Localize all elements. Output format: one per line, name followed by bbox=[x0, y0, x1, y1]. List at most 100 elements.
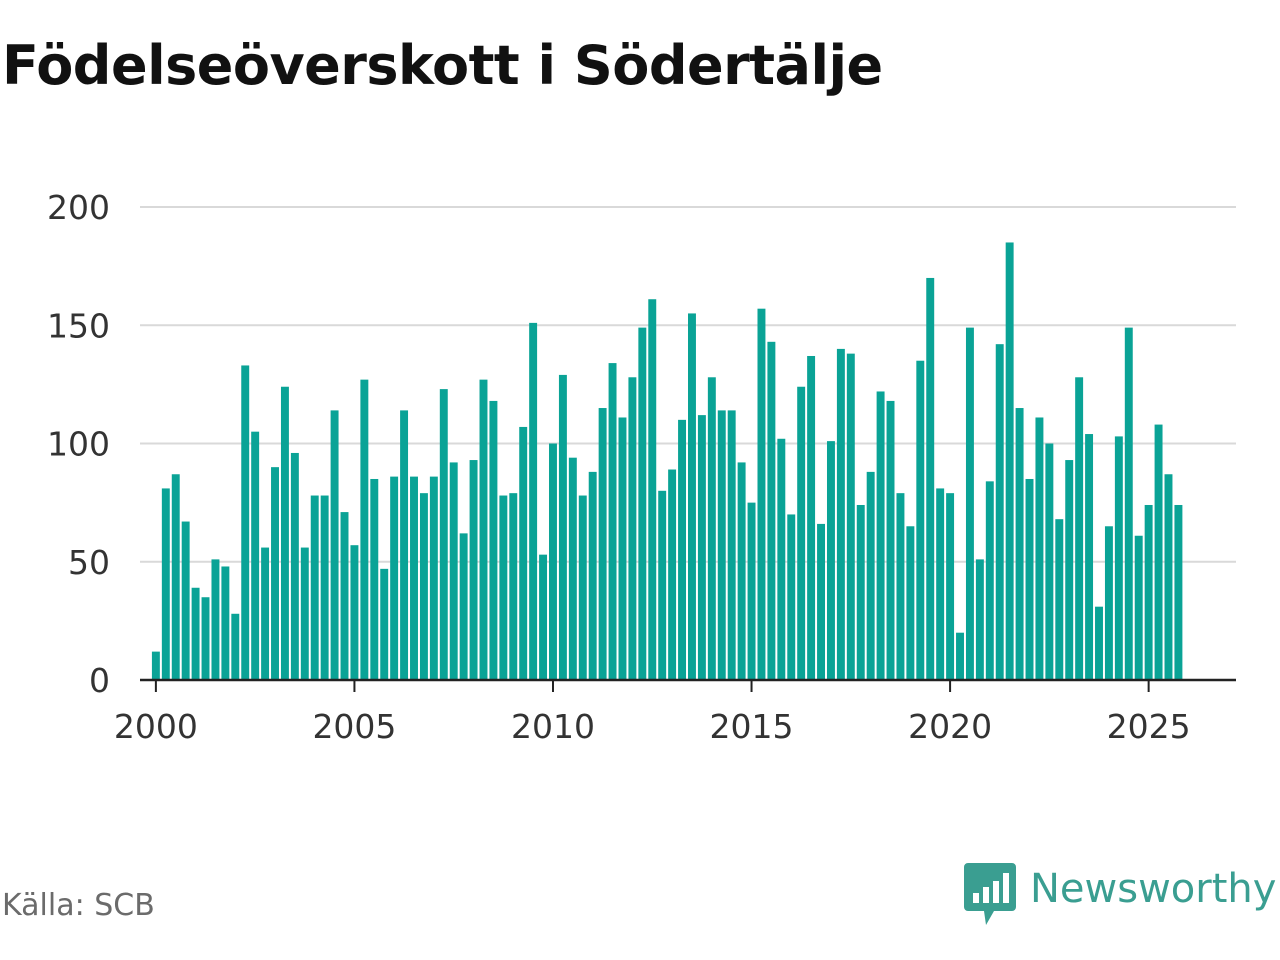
bar bbox=[1055, 519, 1064, 680]
bar bbox=[1134, 535, 1143, 680]
bar bbox=[876, 391, 885, 680]
bar bbox=[1005, 242, 1014, 680]
bar bbox=[1035, 417, 1044, 680]
bar bbox=[1025, 478, 1034, 680]
bar bbox=[310, 495, 319, 680]
bar bbox=[410, 476, 418, 680]
bar bbox=[489, 400, 498, 680]
bar bbox=[598, 408, 607, 680]
brand-name: Newsworthy bbox=[1030, 866, 1277, 912]
bar bbox=[668, 469, 677, 680]
bar bbox=[658, 490, 667, 680]
bar bbox=[608, 363, 617, 680]
bar bbox=[429, 476, 438, 680]
bar bbox=[856, 504, 865, 680]
bar bbox=[866, 471, 875, 680]
bar bbox=[1095, 606, 1103, 680]
bar bbox=[956, 632, 964, 680]
bar bbox=[1114, 436, 1123, 680]
bar bbox=[251, 431, 260, 680]
bar bbox=[767, 341, 776, 680]
bar bbox=[817, 523, 825, 680]
y-tick-label: 100 bbox=[47, 425, 110, 464]
x-tick-label: 2025 bbox=[1107, 707, 1191, 746]
bar bbox=[965, 327, 974, 680]
y-tick-label: 200 bbox=[47, 188, 110, 227]
bar bbox=[181, 521, 190, 680]
bar bbox=[400, 410, 409, 680]
bar bbox=[380, 568, 389, 680]
bar bbox=[568, 457, 577, 680]
bar bbox=[171, 474, 180, 680]
bar bbox=[360, 379, 369, 680]
bar bbox=[697, 415, 706, 680]
bar bbox=[529, 322, 538, 680]
x-tick-label: 2000 bbox=[114, 707, 198, 746]
bar bbox=[350, 545, 359, 680]
bar bbox=[1174, 504, 1183, 680]
x-tick-label: 2020 bbox=[908, 707, 992, 746]
bar bbox=[1075, 377, 1084, 680]
bar bbox=[221, 566, 230, 680]
bar bbox=[946, 493, 955, 680]
bar bbox=[628, 377, 637, 680]
bar bbox=[886, 400, 895, 680]
bar bbox=[330, 410, 339, 680]
bar bbox=[1124, 327, 1133, 680]
bar bbox=[499, 495, 508, 680]
chart-title: Födelseöverskott i Södertälje bbox=[2, 34, 883, 97]
bar bbox=[797, 386, 806, 680]
x-tick-label: 2010 bbox=[511, 707, 595, 746]
bar bbox=[231, 613, 240, 680]
bar bbox=[549, 443, 557, 680]
bar bbox=[916, 360, 925, 680]
bar bbox=[300, 547, 309, 680]
bar bbox=[340, 512, 349, 680]
bar bbox=[1045, 443, 1054, 680]
bar bbox=[241, 365, 250, 680]
bar bbox=[777, 438, 786, 680]
bar bbox=[747, 502, 756, 681]
bar bbox=[261, 547, 270, 680]
bar bbox=[678, 419, 687, 680]
bar bbox=[449, 462, 458, 680]
bar-chart: 0 50 100 150 200 2000 2005 2010 2015 2020 2025 bbox=[47, 188, 1236, 746]
bar bbox=[926, 277, 935, 680]
bar bbox=[578, 495, 587, 680]
bar bbox=[558, 374, 567, 680]
bar bbox=[519, 426, 528, 680]
bar bbox=[479, 379, 488, 680]
bar bbox=[1164, 474, 1173, 680]
bar bbox=[191, 587, 200, 680]
bar bbox=[539, 554, 548, 680]
bar bbox=[1015, 408, 1024, 680]
bar bbox=[975, 559, 984, 680]
bar bbox=[638, 327, 647, 680]
bar bbox=[787, 514, 796, 680]
brand-logo[interactable]: Newsworthy bbox=[964, 862, 1276, 926]
source-note: Källa: SCB bbox=[2, 888, 155, 923]
bar bbox=[390, 476, 399, 680]
bar bbox=[717, 410, 726, 680]
bar bbox=[201, 597, 210, 680]
bar bbox=[826, 441, 835, 680]
bar bbox=[509, 493, 518, 680]
bar bbox=[688, 313, 696, 680]
y-tick-label: 150 bbox=[47, 306, 110, 345]
bar bbox=[439, 389, 448, 680]
bar bbox=[846, 353, 855, 680]
bar bbox=[707, 377, 716, 680]
bar bbox=[936, 488, 945, 680]
bar bbox=[271, 467, 279, 680]
bar bbox=[161, 488, 170, 680]
bar bbox=[757, 308, 766, 680]
x-tick-label: 2005 bbox=[312, 707, 396, 746]
bar bbox=[370, 478, 379, 680]
bar bbox=[320, 495, 329, 680]
y-tick-label: 0 bbox=[89, 661, 110, 700]
bar bbox=[906, 526, 915, 680]
bar bbox=[1085, 434, 1094, 680]
bar bbox=[1144, 504, 1153, 680]
newsworthy-bar-chart-icon bbox=[964, 863, 1016, 925]
bar bbox=[618, 417, 627, 680]
